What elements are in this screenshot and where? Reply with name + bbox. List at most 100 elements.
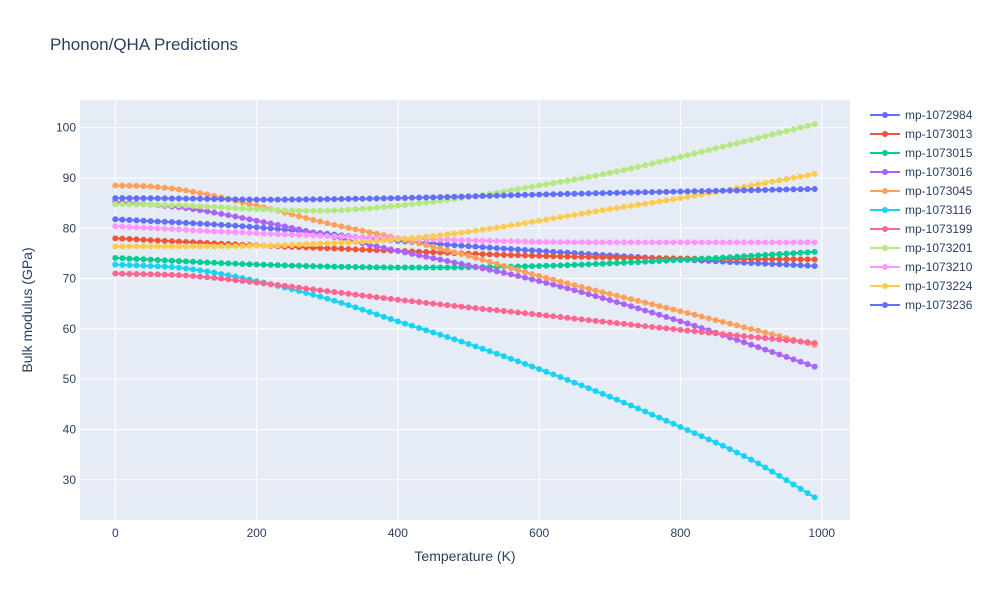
data-point — [755, 135, 762, 142]
x-tick-label: 800 — [670, 526, 690, 540]
legend-item[interactable]: mp-1073015 — [870, 146, 973, 160]
data-point — [281, 196, 288, 203]
data-point — [811, 121, 818, 128]
data-point — [373, 237, 380, 244]
data-point — [705, 239, 712, 246]
data-point — [444, 258, 451, 265]
data-point — [677, 318, 684, 325]
data-point — [458, 237, 465, 244]
data-point — [218, 221, 225, 228]
data-point — [592, 287, 599, 294]
data-point — [507, 187, 514, 194]
data-point — [705, 315, 712, 322]
data-point — [578, 382, 585, 389]
data-point — [190, 239, 197, 246]
data-point — [536, 217, 543, 224]
series-line — [115, 225, 815, 244]
legend-label: mp-1073236 — [905, 298, 973, 312]
data-point — [649, 301, 656, 308]
data-point — [140, 201, 147, 208]
data-point — [733, 322, 740, 329]
data-point — [642, 258, 649, 265]
data-point — [204, 208, 211, 215]
y-tick-label: 30 — [63, 473, 77, 487]
data-point — [698, 329, 705, 335]
data-point — [529, 218, 536, 225]
data-point — [190, 266, 197, 273]
data-point — [267, 225, 274, 232]
legend-item[interactable]: mp-1073210 — [870, 260, 973, 274]
data-point — [656, 158, 663, 165]
legend-item[interactable]: mp-1073201 — [870, 241, 973, 255]
data-point — [281, 231, 288, 238]
data-point — [557, 278, 564, 285]
data-point — [620, 399, 627, 406]
data-point — [741, 324, 748, 331]
legend-item[interactable]: mp-1073236 — [870, 298, 973, 312]
data-point — [147, 271, 154, 278]
series-mp-1073236 — [112, 186, 818, 203]
legend-item[interactable]: mp-1073013 — [870, 127, 973, 141]
data-point — [628, 202, 635, 209]
data-point — [204, 227, 211, 234]
data-point — [437, 256, 444, 263]
data-point — [232, 213, 239, 220]
data-point — [423, 242, 430, 249]
data-point — [465, 340, 472, 347]
data-point — [804, 262, 811, 269]
data-point — [281, 207, 288, 214]
data-point — [769, 331, 776, 338]
data-point — [613, 320, 620, 327]
data-point — [712, 145, 719, 152]
data-point — [522, 310, 529, 317]
data-point — [401, 194, 408, 201]
data-point — [571, 176, 578, 183]
data-point — [670, 420, 677, 427]
data-point — [493, 238, 500, 245]
legend-item[interactable]: mp-1073045 — [870, 184, 973, 198]
legend-item[interactable]: mp-1073224 — [870, 279, 973, 293]
data-point — [472, 263, 479, 270]
legend-item[interactable]: mp-1072984 — [870, 108, 973, 122]
data-point — [204, 243, 211, 250]
data-point — [168, 226, 175, 233]
data-point — [260, 219, 267, 226]
data-point — [656, 188, 663, 195]
data-point — [733, 336, 740, 343]
data-point — [218, 228, 225, 235]
data-point — [649, 239, 656, 246]
series-mp-1073210 — [112, 223, 818, 246]
data-point — [536, 247, 543, 254]
legend-item[interactable]: mp-1073116 — [870, 203, 972, 217]
data-point — [705, 147, 712, 154]
data-point — [409, 250, 416, 257]
data-point — [175, 226, 182, 233]
data-point — [733, 187, 740, 194]
legend-marker — [882, 150, 888, 156]
data-point — [811, 339, 818, 346]
data-point — [416, 200, 423, 207]
data-point — [514, 309, 521, 316]
data-point — [606, 319, 613, 326]
data-point — [557, 253, 564, 260]
legend-item[interactable]: mp-1073199 — [870, 222, 973, 236]
data-point — [536, 238, 543, 245]
data-point — [804, 122, 811, 129]
data-point — [253, 224, 260, 231]
data-point — [204, 259, 211, 266]
legend-item[interactable]: mp-1073016 — [870, 165, 973, 179]
data-point — [628, 189, 635, 196]
data-point — [232, 222, 239, 229]
data-point — [564, 253, 571, 260]
legend[interactable]: mp-1072984 mp-1073013 mp-1073015 mp-1073016… — [870, 108, 973, 312]
data-point — [359, 234, 366, 241]
data-point — [578, 283, 585, 290]
data-point — [543, 274, 550, 281]
data-point — [677, 153, 684, 160]
data-point — [613, 292, 620, 299]
x-tick-label: 1000 — [808, 526, 835, 540]
data-point — [550, 371, 557, 378]
data-point — [606, 260, 613, 267]
data-point — [366, 229, 373, 236]
data-point — [599, 171, 606, 178]
